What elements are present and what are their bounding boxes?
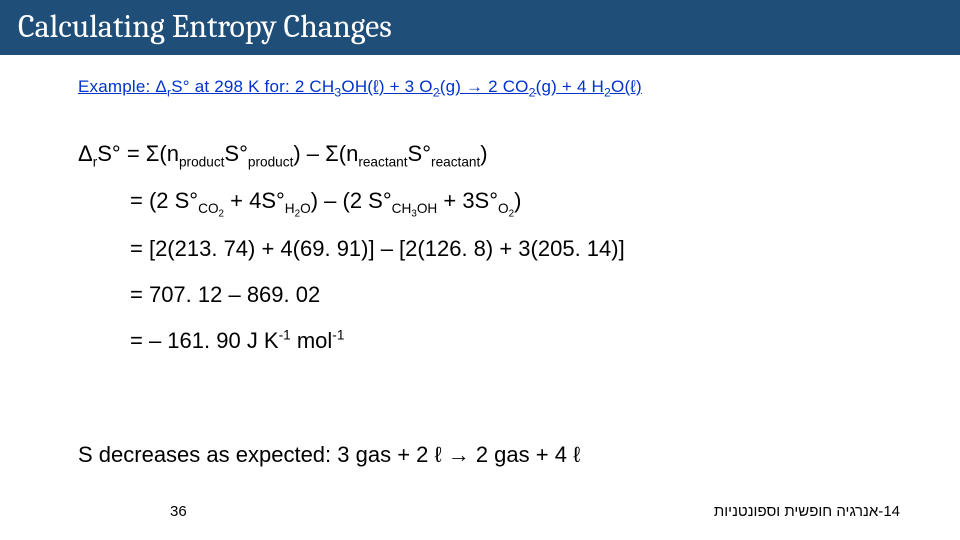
text: S° = Σ(n bbox=[97, 141, 179, 166]
text: = – 161. 90 J K bbox=[130, 328, 279, 353]
sub-product: product bbox=[179, 155, 224, 170]
example-text: O(ℓ) bbox=[611, 77, 642, 96]
formula-line-2: = (2 S°CO2 + 4S°H2O) – (2 S°CH3OH + 3S°O… bbox=[78, 180, 960, 225]
sub-ch3oh: CH3OH bbox=[392, 201, 438, 216]
sub-co2: CO2 bbox=[198, 201, 224, 216]
text: ) bbox=[480, 141, 487, 166]
text: ) – Σ(n bbox=[293, 141, 358, 166]
sub-reactant: reactant bbox=[431, 155, 480, 170]
formula-line-4: = 707. 12 – 869. 02 bbox=[78, 274, 960, 316]
text: = (2 S° bbox=[130, 188, 198, 213]
conclusion-line: S decreases as expected: 3 gas + 2 ℓ → 2… bbox=[78, 442, 580, 468]
example-text: Example: Δ bbox=[78, 77, 167, 96]
text: S° bbox=[224, 141, 247, 166]
example-text: (g) → 2 CO bbox=[440, 77, 529, 96]
page-number: 36 bbox=[170, 503, 187, 520]
example-text: (g) + 4 H bbox=[536, 77, 604, 96]
calculation-body: ΔrS° = Σ(nproductS°product) – Σ(nreactan… bbox=[78, 133, 960, 361]
slide-title: Calculating Entropy Changes bbox=[0, 0, 960, 55]
formula-line-5: = – 161. 90 J K-1 mol-1 bbox=[78, 320, 960, 362]
example-sub-2: 2 bbox=[433, 85, 440, 99]
formula-line-3: = [2(213. 74) + 4(69. 91)] – [2(126. 8) … bbox=[78, 228, 960, 270]
example-text: OH(ℓ) + 3 O bbox=[341, 77, 432, 96]
sub-h2o: H2O bbox=[285, 201, 311, 216]
text: ) – (2 S° bbox=[311, 188, 392, 213]
text: Δ bbox=[78, 141, 93, 166]
footer-hebrew: 14-אנרגיה חופשית וספונטניות bbox=[714, 503, 900, 520]
text: mol bbox=[291, 328, 333, 353]
text: ) bbox=[514, 188, 521, 213]
sub-o2: O2 bbox=[498, 201, 514, 216]
text: S° bbox=[408, 141, 431, 166]
text: + 4S° bbox=[224, 188, 285, 213]
example-statement: Example: ΔrS° at 298 K for: 2 CH3OH(ℓ) +… bbox=[78, 77, 960, 99]
sub-product: product bbox=[248, 155, 293, 170]
sub-reactant: reactant bbox=[358, 155, 407, 170]
example-text: S° at 298 K for: 2 CH bbox=[171, 77, 334, 96]
formula-line-1: ΔrS° = Σ(nproductS°product) – Σ(nreactan… bbox=[78, 133, 960, 175]
example-sub-2: 2 bbox=[529, 85, 536, 99]
example-sub-2: 2 bbox=[604, 85, 611, 99]
sup-neg1: -1 bbox=[279, 328, 291, 343]
text: + 3S° bbox=[437, 188, 498, 213]
sup-neg1: -1 bbox=[332, 328, 344, 343]
